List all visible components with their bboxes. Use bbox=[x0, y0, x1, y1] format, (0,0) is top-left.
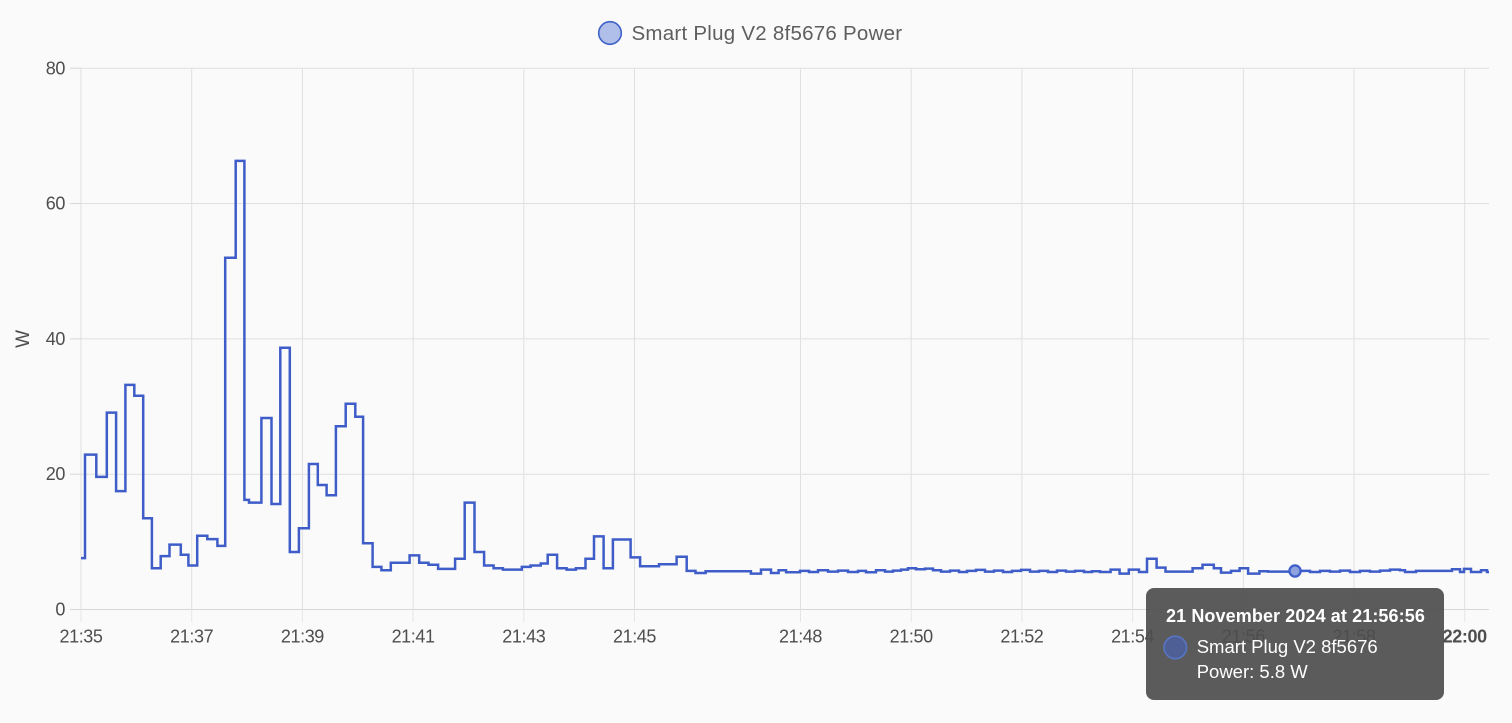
svg-text:Smart Plug V2 8f5676: Smart Plug V2 8f5676 bbox=[1197, 636, 1378, 657]
svg-text:0: 0 bbox=[55, 600, 65, 620]
svg-text:Power: 5.8 W: Power: 5.8 W bbox=[1197, 661, 1309, 682]
svg-text:60: 60 bbox=[46, 194, 66, 214]
svg-text:21:37: 21:37 bbox=[170, 627, 213, 647]
svg-text:21:48: 21:48 bbox=[779, 627, 822, 647]
svg-text:20: 20 bbox=[46, 464, 66, 484]
svg-text:21:54: 21:54 bbox=[1111, 627, 1154, 647]
svg-text:21:41: 21:41 bbox=[392, 627, 435, 647]
svg-text:21:52: 21:52 bbox=[1000, 627, 1043, 647]
svg-text:21:50: 21:50 bbox=[890, 627, 933, 647]
svg-text:21:35: 21:35 bbox=[59, 627, 102, 647]
svg-text:21:39: 21:39 bbox=[281, 627, 324, 647]
svg-text:40: 40 bbox=[46, 329, 66, 349]
svg-text:21:45: 21:45 bbox=[613, 627, 656, 647]
svg-text:W: W bbox=[13, 330, 34, 348]
svg-text:21 November 2024 at 21:56:56: 21 November 2024 at 21:56:56 bbox=[1166, 606, 1425, 626]
svg-text:22:00: 22:00 bbox=[1443, 627, 1487, 647]
svg-text:21:43: 21:43 bbox=[502, 627, 545, 647]
svg-text:80: 80 bbox=[46, 58, 66, 78]
svg-text:Smart Plug V2 8f5676 Power: Smart Plug V2 8f5676 Power bbox=[632, 22, 903, 45]
